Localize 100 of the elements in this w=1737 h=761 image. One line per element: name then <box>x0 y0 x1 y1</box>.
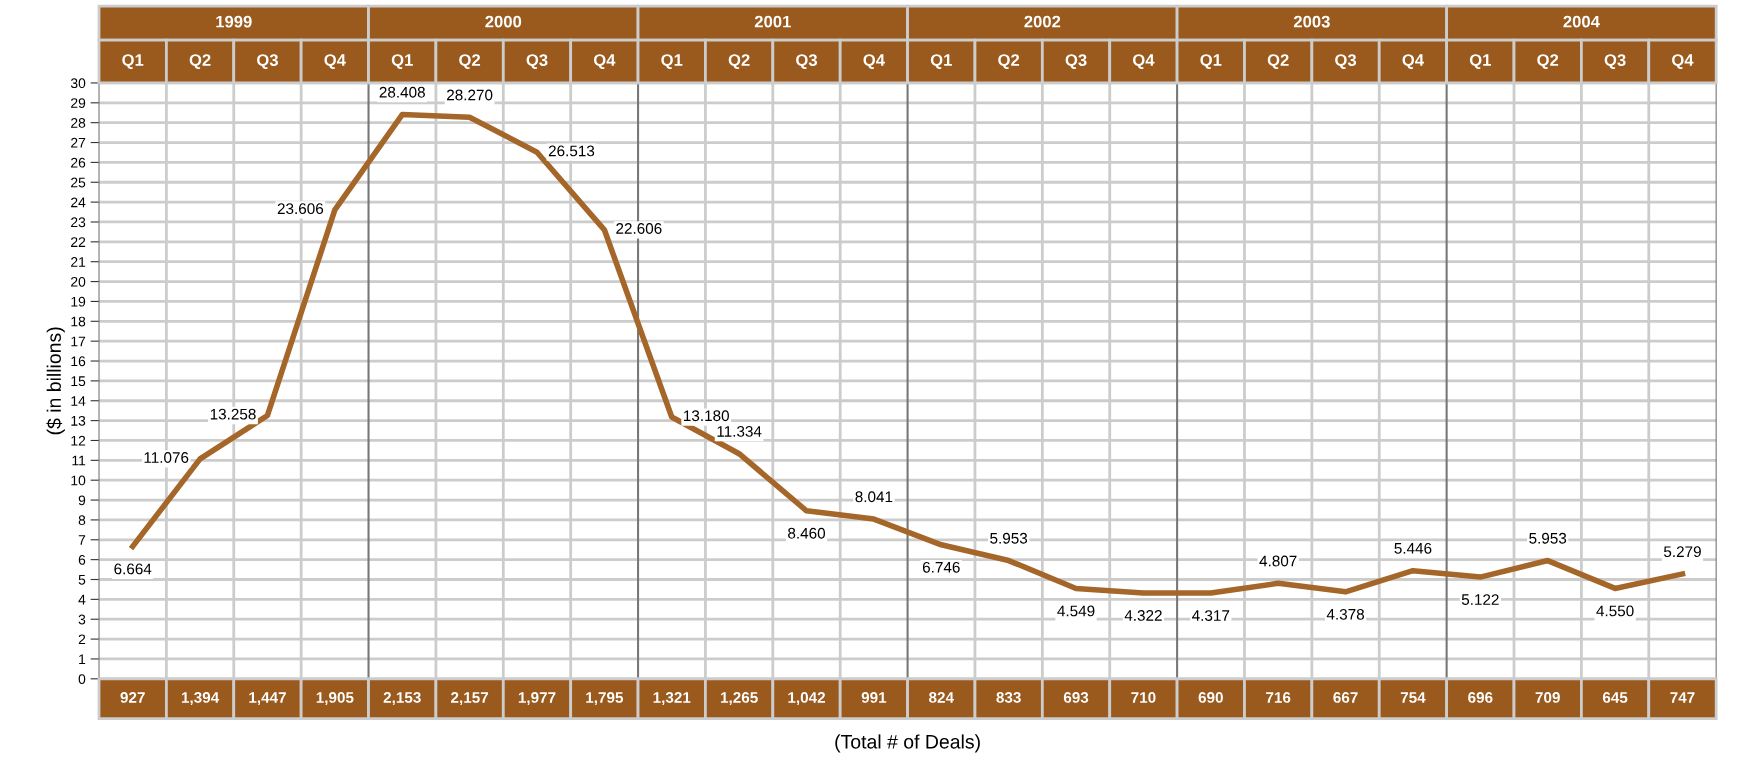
text: 716 <box>1266 692 1291 703</box>
x-tick-label: Q2 <box>1267 54 1289 70</box>
y-tick-label: 20 <box>71 276 86 287</box>
text: 2,157 <box>451 692 489 706</box>
text: 690 <box>1198 692 1223 703</box>
data-label: 8.041 <box>855 491 893 503</box>
data-label: 13.180 <box>684 410 729 422</box>
text: 2003 <box>1293 15 1330 28</box>
y-tick-label: 15 <box>71 376 86 387</box>
text: 1,042 <box>788 692 826 706</box>
x-tick-label: Q3 <box>526 54 548 70</box>
y-tick-label: 30 <box>70 78 86 89</box>
y-tick-label: 18 <box>71 316 86 327</box>
data-label: 5.953 <box>990 532 1028 544</box>
data-label: 5.953 <box>1529 532 1567 544</box>
text: 2004 <box>1563 15 1600 28</box>
y-tick-label: 26 <box>71 157 86 168</box>
x-tick-label: Q4 <box>1672 54 1694 70</box>
y-tick-label: 16 <box>71 356 86 367</box>
data-label: 5.122 <box>1461 594 1499 605</box>
x-tick-label: Q3 <box>257 54 278 70</box>
x-tick-label: Q2 <box>1537 54 1559 70</box>
y-tick-label: 27 <box>71 137 86 148</box>
y-tick-label: 2 <box>78 634 86 645</box>
x-tick-label: Q4 <box>1402 54 1424 70</box>
data-label: 4.550 <box>1596 605 1634 617</box>
x-axis-title: (Total # of Deals) <box>835 734 980 753</box>
text: 2002 <box>1024 15 1061 28</box>
x-tick-label: Q1 <box>1200 54 1222 70</box>
y-tick-label: 23 <box>71 217 86 228</box>
x-tick-label: Q2 <box>728 54 750 70</box>
y-tick-label: 13 <box>71 415 86 426</box>
text: 2,153 <box>383 692 421 706</box>
text: 1,265 <box>720 692 758 706</box>
text: 1999 <box>216 15 252 28</box>
data-label: 11.076 <box>144 452 189 463</box>
text: 824 <box>929 692 954 703</box>
x-tick-label: Q2 <box>189 54 211 70</box>
data-label: 4.378 <box>1326 608 1365 620</box>
x-tick-label: Q4 <box>1132 54 1155 70</box>
y-tick-label: 4 <box>78 594 86 605</box>
x-tick-label: Q1 <box>661 54 683 70</box>
data-label: 6.746 <box>922 561 960 573</box>
y-tick-label: 25 <box>71 177 86 188</box>
y-tick-label: 5 <box>78 574 86 585</box>
text: 710 <box>1131 692 1156 703</box>
y-tick-label: 9 <box>78 495 86 506</box>
y-tick-label: 8 <box>78 515 86 526</box>
data-label: 26.513 <box>548 145 595 157</box>
data-label: 6.664 <box>114 563 152 575</box>
text: 833 <box>996 692 1021 703</box>
data-label: 5.279 <box>1663 546 1701 558</box>
text: 1,321 <box>653 692 691 706</box>
y-tick-label: 10 <box>71 475 86 486</box>
data-label: 4.549 <box>1057 605 1095 617</box>
x-tick-label: Q3 <box>1604 54 1626 70</box>
text: 927 <box>120 692 145 703</box>
data-label: 28.408 <box>379 86 425 98</box>
y-tick-label: 17 <box>71 336 86 347</box>
data-label: 22.606 <box>616 223 662 234</box>
data-label: 13.258 <box>210 408 256 420</box>
x-tick-label: Q3 <box>1065 54 1087 70</box>
y-axis-title: ($ in billions) <box>46 327 65 435</box>
y-tick-label: 6 <box>78 554 86 565</box>
data-label: 28.270 <box>447 89 493 101</box>
text: 1,394 <box>181 692 220 706</box>
y-tick-label: 29 <box>71 98 86 108</box>
x-tick-label: Q1 <box>1469 54 1491 70</box>
y-tick-label: 28 <box>71 118 86 128</box>
text: 1,795 <box>586 692 624 706</box>
text: 2000 <box>485 15 522 28</box>
data-label: 4.322 <box>1124 610 1162 621</box>
text: 1,905 <box>316 692 354 706</box>
y-tick-label: 1 <box>79 654 86 664</box>
x-tick-label: Q2 <box>998 54 1020 70</box>
y-tick-label: 24 <box>71 197 86 208</box>
data-label: 4.317 <box>1192 610 1230 621</box>
text: 667 <box>1333 692 1358 703</box>
x-tick-label: Q2 <box>459 54 481 70</box>
x-tick-label: Q3 <box>796 54 818 70</box>
y-tick-label: 11 <box>72 455 86 466</box>
y-tick-label: 19 <box>71 296 86 307</box>
y-tick-label: 3 <box>78 614 86 625</box>
text: 747 <box>1670 692 1695 703</box>
x-tick-label: Q3 <box>1335 54 1357 70</box>
x-tick-label: Q1 <box>930 54 952 70</box>
text: 709 <box>1535 692 1560 703</box>
y-tick-label: 21 <box>71 257 86 267</box>
text: 754 <box>1400 692 1426 703</box>
x-tick-label: Q4 <box>863 54 885 70</box>
text: 991 <box>861 692 887 703</box>
text: 2001 <box>754 15 791 28</box>
text: 1,977 <box>518 692 556 706</box>
x-tick-label: Q4 <box>593 54 616 70</box>
y-tick-label: 0 <box>78 674 86 684</box>
data-label: 4.807 <box>1259 555 1297 567</box>
data-label: 5.446 <box>1394 542 1432 554</box>
data-label: 8.460 <box>788 527 826 539</box>
y-tick-label: 7 <box>78 535 86 545</box>
x-tick-label: Q1 <box>391 54 413 70</box>
